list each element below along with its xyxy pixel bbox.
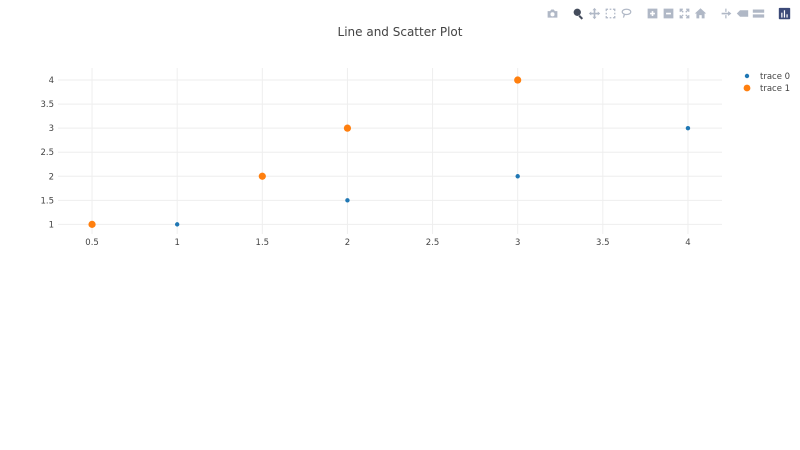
reset-axes-icon[interactable] <box>693 6 708 21</box>
modebar-group <box>718 6 766 21</box>
lasso-select-icon[interactable] <box>619 6 634 21</box>
x-axis-ticks: 0.5 1 1.5 2 2.5 3 3.5 4 <box>85 238 690 248</box>
spike-lines-icon[interactable] <box>719 6 734 21</box>
modebar-group <box>644 6 708 21</box>
x-tick-label: 3.5 <box>596 238 610 248</box>
x-tick-label: 1.5 <box>256 238 270 248</box>
modebar-group <box>570 6 634 21</box>
zoom-in-icon[interactable] <box>645 6 660 21</box>
x-tick-label: 3 <box>515 238 520 248</box>
y-tick-label: 1 <box>49 220 54 230</box>
hover-compare-icon[interactable] <box>751 6 766 21</box>
modebar <box>534 6 792 21</box>
zoom-icon[interactable] <box>571 6 586 21</box>
y-tick-label: 4 <box>49 76 54 86</box>
pan-icon[interactable] <box>587 6 602 21</box>
hover-closest-icon[interactable] <box>735 6 750 21</box>
modebar-group <box>776 6 792 21</box>
legend-label: trace 1 <box>760 84 790 94</box>
y-tick-label: 3 <box>49 124 54 134</box>
x-tick-label: 1 <box>174 238 179 248</box>
y-tick-label: 2 <box>49 172 54 182</box>
data-point-series-1[interactable] <box>343 124 352 132</box>
x-tick-label: 4 <box>685 238 690 248</box>
modebar-group <box>544 6 560 21</box>
data-point-series-0[interactable] <box>174 222 180 227</box>
legend-item-series-1[interactable]: trace 1 <box>743 84 790 94</box>
y-tick-label: 2.5 <box>40 148 54 158</box>
plotly-logo-icon[interactable] <box>777 6 792 21</box>
legend-label: trace 0 <box>760 72 790 82</box>
camera-icon[interactable] <box>545 6 560 21</box>
data-point-series-1[interactable] <box>514 76 522 84</box>
autoscale-icon[interactable] <box>677 6 692 21</box>
data-point-series-1[interactable] <box>88 220 96 228</box>
x-tick-label: 2 <box>345 238 350 248</box>
data-points <box>88 76 691 228</box>
data-point-series-0[interactable] <box>515 174 520 179</box>
gridlines <box>58 68 722 234</box>
y-tick-label: 3.5 <box>40 100 54 110</box>
y-axis-ticks: 1 1.5 2 2.5 3 3.5 4 <box>40 76 54 230</box>
data-point-series-0[interactable] <box>685 125 691 131</box>
box-select-icon[interactable] <box>603 6 618 21</box>
y-tick-label: 1.5 <box>40 196 54 206</box>
zoom-out-icon[interactable] <box>661 6 676 21</box>
data-point-series-0[interactable] <box>345 198 350 203</box>
x-tick-label: 0.5 <box>85 238 99 248</box>
chart-title: Line and Scatter Plot <box>338 25 463 39</box>
x-tick-label: 2.5 <box>426 238 440 248</box>
legend-marker <box>744 73 750 79</box>
legend-item-series-0[interactable]: trace 0 <box>744 72 790 82</box>
legend-marker <box>743 84 751 92</box>
data-point-series-1[interactable] <box>258 172 266 180</box>
legend[interactable]: trace 0 trace 1 <box>743 72 790 94</box>
